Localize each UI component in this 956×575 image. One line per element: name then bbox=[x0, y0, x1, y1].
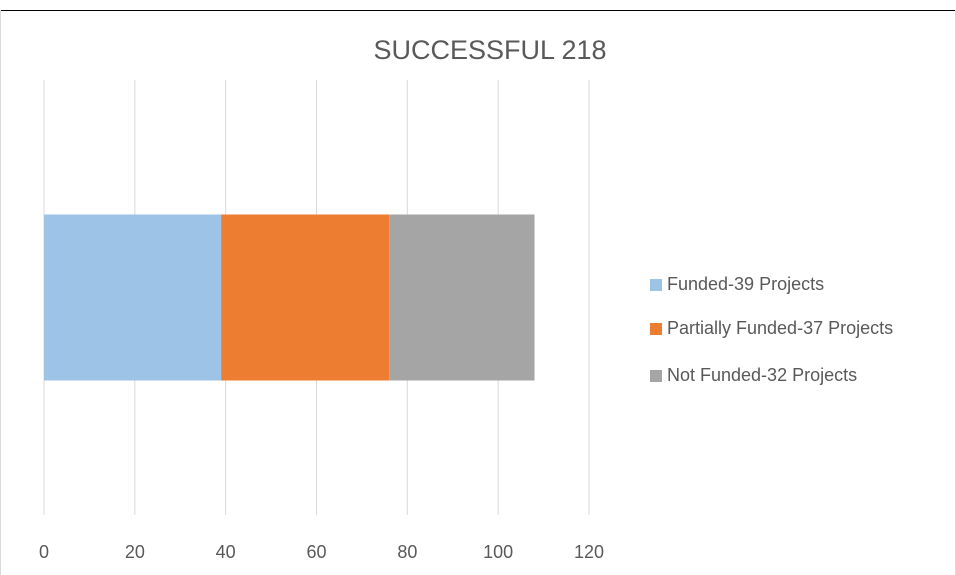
bar-segment bbox=[44, 214, 222, 381]
legend-label: Funded-39 Projects bbox=[667, 274, 824, 294]
x-tick-label: 120 bbox=[574, 542, 604, 562]
x-tick-label: 100 bbox=[483, 542, 513, 562]
legend-swatch bbox=[650, 279, 662, 291]
bar-segment bbox=[221, 214, 390, 381]
chart-title: SUCCESSFUL 218 bbox=[373, 35, 606, 65]
x-tick-label: 60 bbox=[306, 542, 326, 562]
x-tick-label: 20 bbox=[125, 542, 145, 562]
bar-segment bbox=[389, 214, 535, 381]
x-tick-label: 80 bbox=[397, 542, 417, 562]
x-tick-label: 0 bbox=[39, 542, 49, 562]
x-tick-label: 40 bbox=[216, 542, 236, 562]
legend-swatch bbox=[650, 370, 662, 382]
legend-label: Not Funded-32 Projects bbox=[667, 365, 857, 385]
legend-label: Partially Funded-37 Projects bbox=[667, 318, 893, 338]
legend-swatch bbox=[650, 323, 662, 335]
